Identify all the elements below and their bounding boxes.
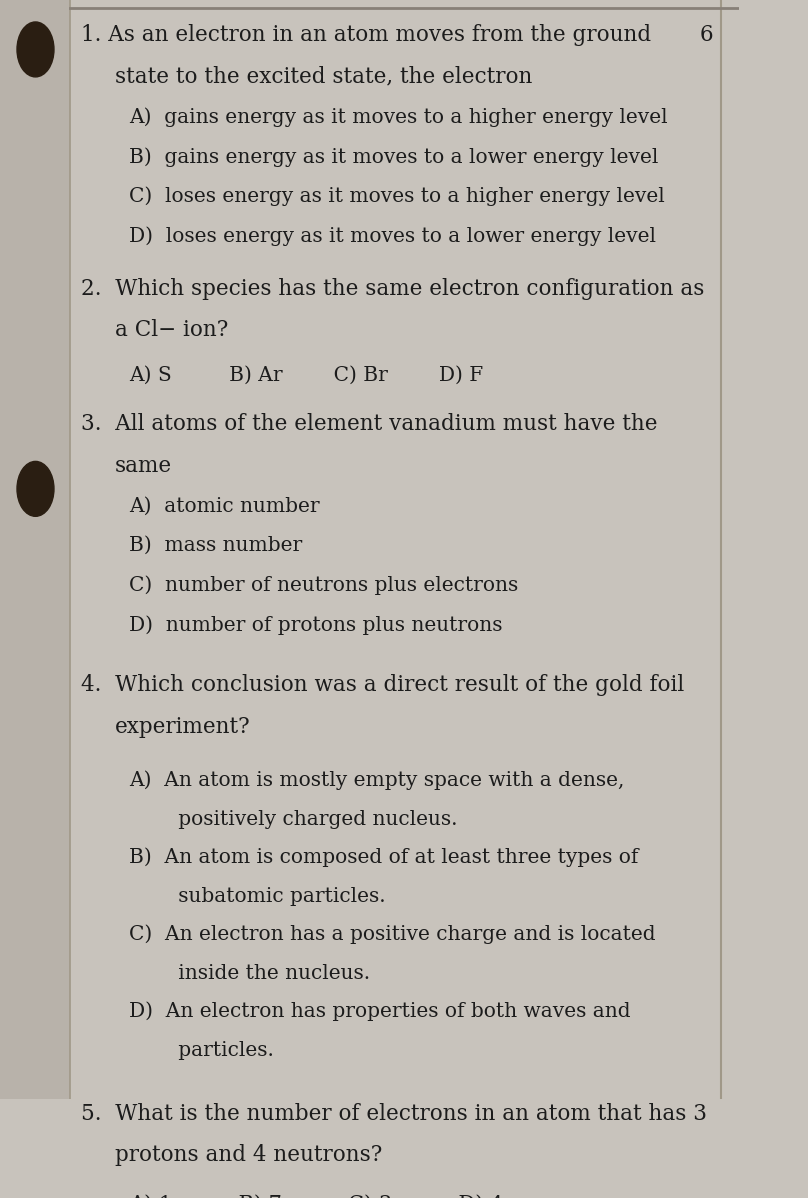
Text: B)  gains energy as it moves to a lower energy level: B) gains energy as it moves to a lower e… [129, 147, 659, 167]
Text: A) 1          B) 7          C) 3          D) 4: A) 1 B) 7 C) 3 D) 4 [129, 1194, 503, 1198]
Text: A)  atomic number: A) atomic number [129, 496, 320, 515]
Text: A) S         B) Ar        C) Br        D) F: A) S B) Ar C) Br D) F [129, 365, 484, 385]
Text: same: same [115, 454, 172, 477]
Text: 4.  Which conclusion was a direct result of the gold foil: 4. Which conclusion was a direct result … [82, 674, 684, 696]
Text: C)  An electron has a positive charge and is located: C) An electron has a positive charge and… [129, 925, 656, 944]
Text: B)  mass number: B) mass number [129, 536, 303, 555]
Text: inside the nucleus.: inside the nucleus. [141, 964, 371, 984]
Text: protons and 4 neutrons?: protons and 4 neutrons? [115, 1144, 382, 1167]
Circle shape [17, 22, 54, 77]
Text: experiment?: experiment? [115, 716, 250, 738]
Text: 5.  What is the number of electrons in an atom that has 3: 5. What is the number of electrons in an… [82, 1102, 707, 1125]
Text: 1. As an electron in an atom moves from the ground: 1. As an electron in an atom moves from … [82, 24, 651, 47]
Text: subatomic particles.: subatomic particles. [141, 887, 386, 906]
Text: 2.  Which species has the same electron configuration as: 2. Which species has the same electron c… [82, 278, 705, 300]
Text: A)  An atom is mostly empty space with a dense,: A) An atom is mostly empty space with a … [129, 770, 625, 789]
Circle shape [17, 461, 54, 516]
Text: A)  gains energy as it moves to a higher energy level: A) gains energy as it moves to a higher … [129, 108, 668, 127]
Text: a Cl− ion?: a Cl− ion? [115, 320, 228, 341]
Text: C)  number of neutrons plus electrons: C) number of neutrons plus electrons [129, 575, 519, 595]
Text: D)  An electron has properties of both waves and: D) An electron has properties of both wa… [129, 1002, 631, 1022]
Text: B)  An atom is composed of at least three types of: B) An atom is composed of at least three… [129, 847, 639, 867]
Bar [0, 0, 70, 1099]
Text: D)  loses energy as it moves to a lower energy level: D) loses energy as it moves to a lower e… [129, 226, 656, 246]
Text: state to the excited state, the electron: state to the excited state, the electron [115, 66, 532, 87]
Text: positively charged nucleus.: positively charged nucleus. [141, 810, 458, 829]
Text: D)  number of protons plus neutrons: D) number of protons plus neutrons [129, 615, 503, 635]
Text: particles.: particles. [141, 1041, 275, 1060]
Text: 6: 6 [700, 24, 713, 47]
Text: C)  loses energy as it moves to a higher energy level: C) loses energy as it moves to a higher … [129, 187, 665, 206]
Text: 3.  All atoms of the element vanadium must have the: 3. All atoms of the element vanadium mus… [82, 413, 658, 435]
